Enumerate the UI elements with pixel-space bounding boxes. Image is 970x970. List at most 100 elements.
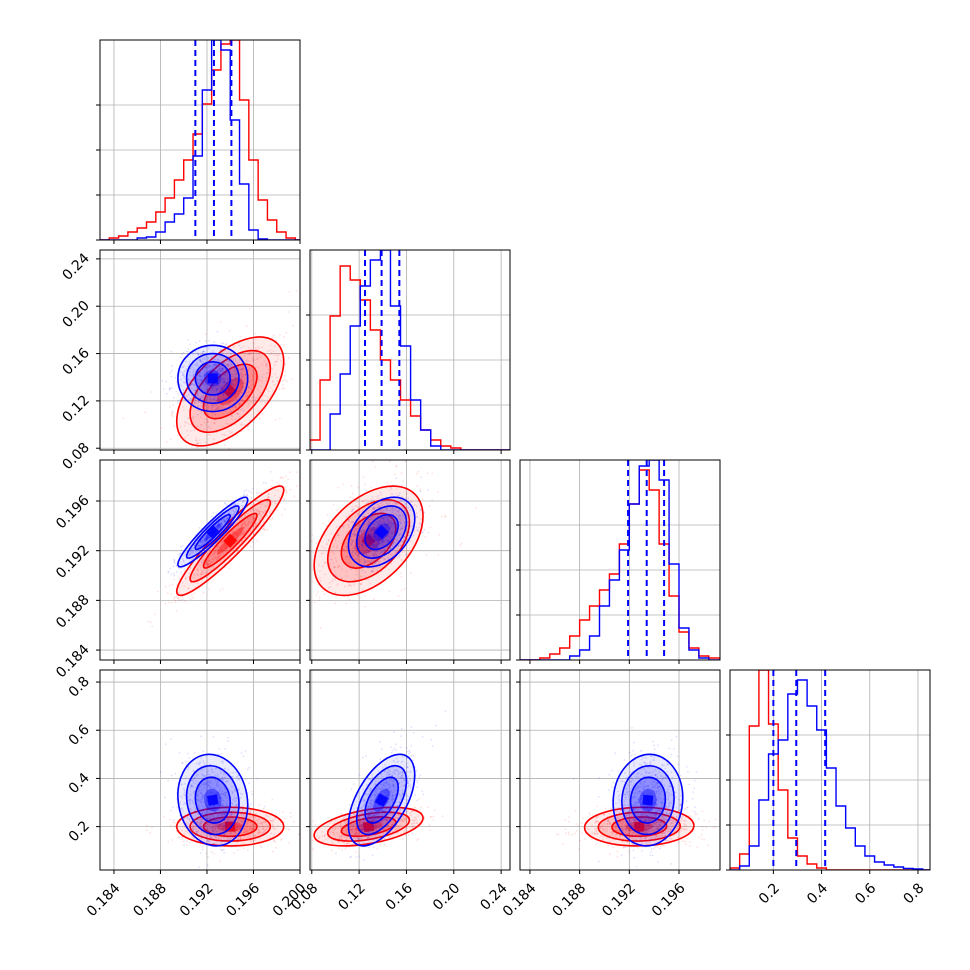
scatter-point — [212, 413, 214, 416]
scatter-point — [225, 503, 228, 506]
scatter-point — [329, 586, 332, 588]
scatter-point — [324, 593, 326, 596]
scatter-point — [260, 494, 262, 497]
scatter-point — [220, 524, 223, 526]
scatter-point — [219, 385, 222, 387]
scatter-point — [249, 387, 252, 390]
scatter-point — [210, 557, 213, 560]
scatter-point — [288, 290, 291, 293]
scatter-point — [372, 523, 375, 526]
scatter-point — [235, 536, 238, 539]
scatter-point — [275, 353, 278, 356]
scatter-point — [310, 550, 312, 553]
scatter-point — [230, 373, 233, 376]
scatter-point — [203, 538, 206, 541]
scatter-point — [213, 398, 216, 401]
scatter-point — [285, 331, 287, 334]
scatter-point — [206, 396, 209, 398]
scatter-point — [201, 367, 204, 369]
scatter-point — [262, 481, 265, 484]
scatter-point — [244, 522, 246, 525]
scatter-area — [122, 290, 300, 450]
scatter-point — [203, 357, 206, 359]
scatter-point — [189, 567, 192, 569]
scatter-point — [170, 375, 173, 378]
scatter-point — [214, 544, 217, 547]
scatter-point — [226, 517, 229, 520]
scatter-point — [191, 383, 194, 385]
scatter-point — [239, 384, 242, 386]
scatter-point — [219, 554, 222, 557]
scatter-point — [195, 390, 198, 392]
scatter-point — [275, 360, 278, 363]
scatter-point — [171, 413, 174, 416]
scatter-point — [267, 493, 270, 495]
scatter-point — [395, 522, 397, 525]
scatter-point — [239, 527, 242, 529]
scatter-point — [352, 564, 354, 567]
scatter-point — [360, 532, 363, 534]
scatter-point — [387, 556, 389, 559]
scatter-point — [255, 492, 258, 495]
scatter-point — [222, 553, 225, 555]
scatter-point — [264, 510, 266, 512]
scatter-point — [224, 434, 227, 437]
scatter-point — [348, 518, 351, 521]
scatter-point — [382, 517, 385, 520]
scatter-point — [226, 351, 229, 354]
scatter-point — [189, 374, 192, 377]
scatter-point — [181, 406, 184, 408]
scatter-point — [324, 573, 326, 576]
scatter-point — [235, 532, 238, 535]
scatter-point — [366, 522, 369, 525]
scatter-point — [266, 372, 269, 374]
scatter-point — [237, 409, 240, 412]
scatter-point — [278, 483, 281, 486]
scatter-point — [232, 345, 235, 348]
scatter-point — [202, 396, 205, 398]
scatter-point — [244, 374, 246, 377]
scatter-point — [217, 546, 219, 549]
scatter-point — [349, 584, 352, 586]
scatter-point — [241, 524, 243, 527]
panel-frame — [309, 249, 511, 451]
scatter-point — [258, 492, 260, 495]
scatter-point — [266, 505, 268, 507]
scatter-point — [244, 373, 247, 376]
scatter-point — [399, 572, 402, 574]
scatter-point — [387, 532, 390, 535]
scatter-point — [211, 384, 214, 386]
scatter-point — [379, 509, 382, 511]
scatter-point — [275, 339, 278, 342]
scatter-point — [270, 485, 273, 487]
scatter-point — [395, 492, 398, 495]
scatter-point — [221, 387, 224, 390]
scatter-point — [182, 381, 185, 384]
scatter-point — [166, 392, 168, 395]
scatter-point — [403, 539, 406, 542]
scatter-point — [191, 375, 194, 378]
scatter-point — [393, 526, 396, 529]
scatter-point — [167, 840, 170, 843]
scatter-point — [206, 537, 209, 540]
scatter-point — [171, 839, 174, 841]
scatter-point — [223, 381, 226, 383]
scatter-point — [266, 364, 269, 367]
scatter-point — [214, 408, 217, 411]
scatter-point — [197, 549, 200, 552]
scatter-point — [182, 409, 185, 412]
scatter-point — [237, 849, 239, 852]
scatter-point — [240, 382, 243, 385]
scatter-point — [356, 560, 359, 563]
scatter-point — [318, 596, 321, 598]
scatter-point — [201, 397, 203, 400]
scatter-point — [181, 373, 184, 376]
scatter-area — [147, 470, 298, 628]
scatter-point — [277, 353, 280, 356]
scatter-point — [218, 860, 221, 862]
scatter-point — [395, 465, 398, 468]
scatter-point — [331, 580, 333, 583]
scatter-point — [271, 798, 274, 801]
scatter-point — [184, 360, 187, 363]
scatter-point — [257, 508, 259, 511]
